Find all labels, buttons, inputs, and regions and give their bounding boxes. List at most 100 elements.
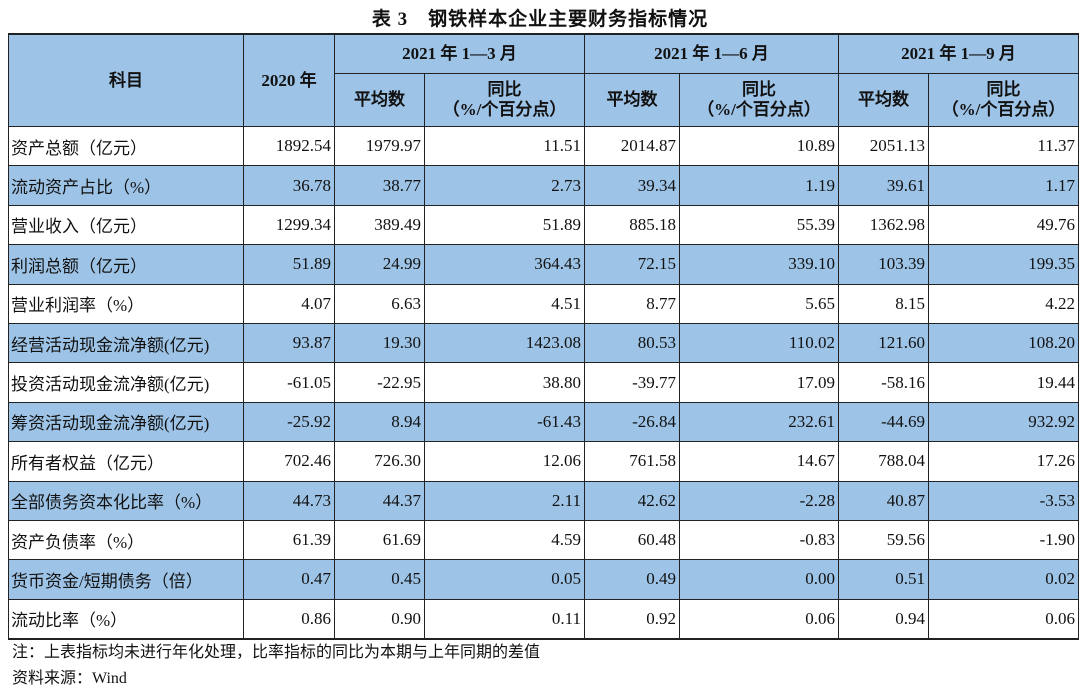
cell-value: 61.39 [243, 519, 335, 561]
header-2020: 2020 年 [243, 33, 335, 127]
table-title: 表 3 钢铁样本企业主要财务指标情况 [371, 9, 709, 30]
cell-value: 339.10 [679, 244, 839, 285]
cell-value: -0.83 [679, 519, 839, 561]
cell-value: 44.37 [334, 480, 425, 521]
cell-value: 103.39 [838, 244, 929, 285]
cell-value: 0.90 [334, 598, 425, 640]
cell-value: 389.49 [334, 204, 425, 246]
cell-value: 885.18 [584, 204, 680, 246]
cell-value: 364.43 [424, 244, 585, 285]
cell-value: 39.61 [838, 165, 929, 206]
cell-value: 8.77 [584, 283, 680, 324]
cell-value: 199.35 [928, 244, 1079, 285]
cell-value: 51.89 [243, 244, 335, 285]
header-yoy: 同比 （%/个百分点） [424, 73, 585, 127]
cell-value: 38.80 [424, 362, 585, 403]
cell-value: 932.92 [928, 401, 1079, 443]
table-row: 营业利润率（%） 4.07 6.63 4.51 8.77 5.65 8.15 4.22 [8, 283, 1079, 324]
cell-value: 4.51 [424, 283, 585, 324]
header-period-q1: 2021 年 1—3 月 [334, 33, 585, 74]
row-label: 资产总额（亿元） [8, 125, 244, 167]
cell-value: 1.19 [679, 165, 839, 206]
cell-value: 17.09 [679, 362, 839, 403]
cell-value: 2051.13 [838, 125, 929, 167]
table-row: 流动比率（%） 0.86 0.90 0.11 0.92 0.06 0.94 0.06 [8, 598, 1079, 640]
header-period-q3: 2021 年 1—9 月 [838, 33, 1079, 74]
cell-value: 0.51 [838, 559, 929, 600]
cell-value: -25.92 [243, 401, 335, 443]
table-body: 资产总额（亿元） 1892.54 1979.97 11.51 2014.87 10.89 2… [8, 125, 1079, 640]
header-avg: 平均数 [584, 73, 680, 127]
header-avg: 平均数 [334, 73, 425, 127]
table-row: 全部债务资本化比率（%） 44.73 44.37 2.11 42.62 -2.28 40.8… [8, 480, 1079, 521]
cell-value: 19.30 [334, 322, 425, 364]
table-row: 投资活动现金流净额(亿元) -61.05 -22.95 38.80 -39.77 17.0… [8, 362, 1079, 403]
cell-value: -61.05 [243, 362, 335, 403]
cell-value: 0.02 [928, 559, 1079, 600]
cell-value: 17.26 [928, 441, 1079, 482]
cell-value: 59.56 [838, 519, 929, 561]
cell-value: 702.46 [243, 441, 335, 482]
cell-value: -44.69 [838, 401, 929, 443]
cell-value: 2014.87 [584, 125, 680, 167]
cell-value: 726.30 [334, 441, 425, 482]
cell-value: 8.94 [334, 401, 425, 443]
cell-value: 0.86 [243, 598, 335, 640]
cell-value: -39.77 [584, 362, 680, 403]
cell-value: 44.73 [243, 480, 335, 521]
row-label: 经营活动现金流净额(亿元) [8, 322, 244, 364]
cell-value: 0.92 [584, 598, 680, 640]
cell-value: 788.04 [838, 441, 929, 482]
row-label: 筹资活动现金流净额(亿元) [8, 401, 244, 443]
row-label: 利润总额（亿元） [8, 244, 244, 285]
cell-value: 6.63 [334, 283, 425, 324]
financial-indicators-table: 科目 2020 年 2021 年 1—3 月 2021 年 1—6 月 2021… [8, 33, 1079, 641]
row-label: 所有者权益（亿元） [8, 441, 244, 482]
cell-value: -3.53 [928, 480, 1079, 521]
cell-value: -61.43 [424, 401, 585, 443]
table-row: 资产总额（亿元） 1892.54 1979.97 11.51 2014.87 10.89 2… [8, 125, 1079, 167]
cell-value: 40.87 [838, 480, 929, 521]
cell-value: 10.89 [679, 125, 839, 167]
table-note: 注：上表指标均未进行年化处理，比率指标的同比为本期与上年同期的差值 [12, 644, 541, 661]
row-label: 营业收入（亿元） [8, 204, 244, 246]
table-row: 所有者权益（亿元） 702.46 726.30 12.06 761.58 14.67 788… [8, 441, 1079, 482]
row-label: 流动资产占比（%） [8, 165, 244, 206]
cell-value: 0.45 [334, 559, 425, 600]
cell-value: 11.51 [424, 125, 585, 167]
cell-value: 0.94 [838, 598, 929, 640]
cell-value: 39.34 [584, 165, 680, 206]
cell-value: 93.87 [243, 322, 335, 364]
row-label: 投资活动现金流净额(亿元) [8, 362, 244, 403]
cell-value: 1.17 [928, 165, 1079, 206]
header-yoy: 同比 （%/个百分点） [679, 73, 839, 127]
cell-value: 19.44 [928, 362, 1079, 403]
table-row: 资产负债率（%） 61.39 61.69 4.59 60.48 -0.83 59.56 -1.… [8, 519, 1079, 561]
cell-value: 0.49 [584, 559, 680, 600]
cell-value: 11.37 [928, 125, 1079, 167]
cell-value: 12.06 [424, 441, 585, 482]
cell-value: 121.60 [838, 322, 929, 364]
cell-value: 24.99 [334, 244, 425, 285]
data-source: 资料来源：Wind [12, 670, 127, 687]
header-yoy: 同比 （%/个百分点） [928, 73, 1079, 127]
cell-value: 60.48 [584, 519, 680, 561]
cell-value: 0.06 [928, 598, 1079, 640]
cell-value: 2.11 [424, 480, 585, 521]
cell-value: 0.06 [679, 598, 839, 640]
cell-value: -1.90 [928, 519, 1079, 561]
table-row: 营业收入（亿元） 1299.34 389.49 51.89 885.18 55.39 136… [8, 204, 1079, 246]
cell-value: 4.07 [243, 283, 335, 324]
cell-value: 4.59 [424, 519, 585, 561]
cell-value: -58.16 [838, 362, 929, 403]
table-row: 筹资活动现金流净额(亿元) -25.92 8.94 -61.43 -26.84 232.6… [8, 401, 1079, 443]
cell-value: 14.67 [679, 441, 839, 482]
table-row: 经营活动现金流净额(亿元) 93.87 19.30 1423.08 80.53 110.0… [8, 322, 1079, 364]
cell-value: 42.62 [584, 480, 680, 521]
header-item: 科目 [8, 33, 244, 127]
cell-value: 61.69 [334, 519, 425, 561]
row-label: 资产负债率（%） [8, 519, 244, 561]
cell-value: 761.58 [584, 441, 680, 482]
cell-value: 8.15 [838, 283, 929, 324]
table-row: 货币资金/短期债务（倍） 0.47 0.45 0.05 0.49 0.00 0.51 0.02 [8, 559, 1079, 600]
